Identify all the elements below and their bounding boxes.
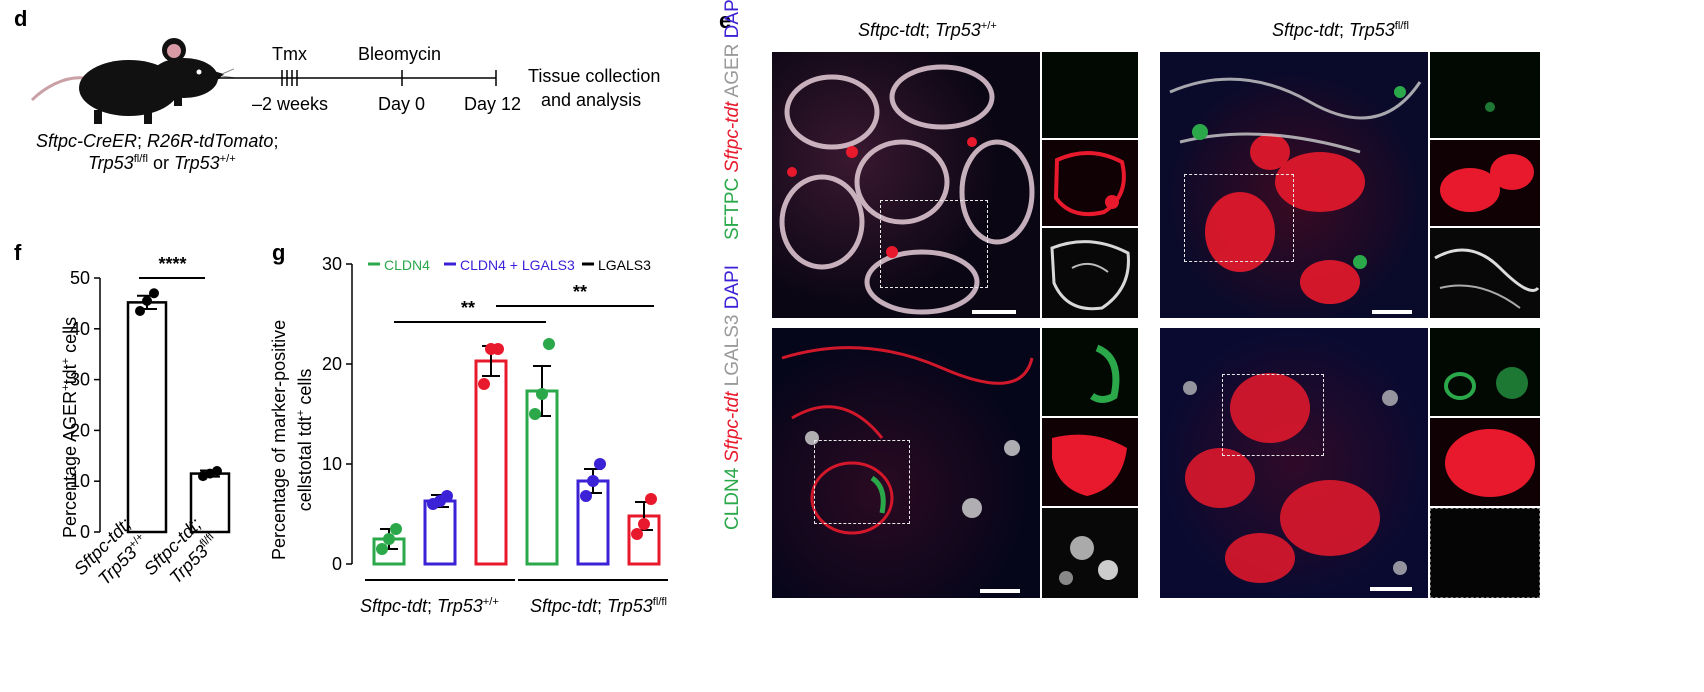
- inset-ko-tdt-2: [1430, 418, 1540, 506]
- panel-g-ylabel: Percentage of marker-positive cellstotal…: [269, 319, 315, 560]
- scale-bar: [980, 589, 1020, 593]
- data-point: [478, 378, 490, 390]
- panel-f-label: f: [14, 240, 22, 265]
- data-point: [587, 475, 599, 487]
- chart-f: 0 10 20 30 40 50 ****: [70, 254, 231, 542]
- zoom-box: [814, 440, 910, 524]
- data-point: [212, 466, 222, 477]
- weeks-label: –2 weeks: [252, 94, 329, 114]
- panel-g-group2-label: Sftpc-tdt; Trp53fl/fl: [530, 596, 667, 616]
- panel-e-row2-label: CLDN4 Sftpc-tdt LGALS3 DAPI: [722, 264, 743, 530]
- data-point: [580, 490, 592, 502]
- micrograph-ko-cldn4-lgals3: [1160, 328, 1428, 598]
- inset-wt-sftpc: [1042, 52, 1138, 138]
- y-tick-label: 30: [322, 254, 342, 274]
- data-point: [543, 338, 555, 350]
- y-tick-label: 40: [70, 319, 90, 339]
- scale-bar: [1372, 310, 1412, 314]
- y-tick-label: 0: [332, 554, 342, 574]
- data-point: [376, 543, 388, 555]
- data-point: [645, 493, 657, 505]
- zoom-box: [1222, 374, 1324, 456]
- data-point: [390, 523, 402, 535]
- inset-ko-sftpc: [1430, 52, 1540, 138]
- inset-wt-lgals3: [1042, 508, 1138, 598]
- panel-e-row1-label: SFTPC Sftpc-tdt AGER DAPI: [722, 0, 743, 240]
- tissue-label-line2: and analysis: [541, 90, 642, 110]
- mouse-illustration: [30, 38, 234, 124]
- bar: [126, 301, 168, 534]
- panel-e-col1-title: Sftpc-tdt; Trp53+/+: [858, 20, 997, 40]
- y-tick-label: 20: [70, 420, 90, 440]
- y-tick-label: 50: [70, 268, 90, 288]
- genotype-line2: Trp53fl/fl or Trp53+/+: [88, 153, 236, 173]
- data-point: [441, 490, 453, 502]
- day0-label: Day 0: [378, 94, 426, 114]
- inset-ko-tdt: [1430, 140, 1540, 226]
- chart-g: 0 10 20 30 CLDN4 CLDN4 + LGALS3 LGALS3 ** **: [322, 254, 668, 581]
- scale-bar: [972, 310, 1016, 314]
- bar: [525, 389, 559, 566]
- panel-g-label: g: [272, 240, 286, 265]
- panel-e-label: e: [719, 8, 732, 33]
- y-tick-label: 10: [322, 454, 342, 474]
- micrograph-wt-cldn4-lgals3: [772, 328, 1040, 598]
- data-point: [536, 388, 548, 400]
- genotype-line1: Sftpc-CreER; R26R-tdTomato;: [36, 131, 279, 151]
- tissue-label-line1: Tissue collection: [528, 66, 661, 86]
- bar: [189, 472, 231, 534]
- inset-wt-tdt-2: [1042, 418, 1138, 506]
- bleomycin-label: Bleomycin: [358, 44, 442, 64]
- bar: [474, 359, 508, 566]
- inset-wt-tdt: [1042, 140, 1138, 226]
- inset-ko-cldn4: [1430, 328, 1540, 416]
- significance-label: **: [461, 298, 475, 318]
- panel-e-col2-title: Sftpc-tdt; Trp53fl/fl: [1272, 20, 1409, 40]
- significance-label: ****: [158, 254, 186, 274]
- zoom-box: [1184, 174, 1294, 262]
- micrograph-ko-sftpc-ager: [1160, 52, 1428, 318]
- y-tick-label: 0: [80, 522, 90, 542]
- day12-label: Day 12: [464, 94, 522, 114]
- zoom-box: [880, 200, 988, 288]
- inset-wt-ager: [1042, 228, 1138, 318]
- tmx-label: Tmx: [272, 44, 307, 64]
- panel-d-label: d: [14, 6, 28, 31]
- legend-label: LGALS3: [598, 257, 651, 273]
- inset-wt-cldn4: [1042, 328, 1138, 416]
- y-tick-label: 30: [70, 370, 90, 390]
- data-point: [383, 533, 395, 545]
- scale-bar: [1370, 587, 1412, 591]
- timeline: [218, 70, 497, 86]
- data-point: [492, 343, 504, 355]
- inset-ko-lgals3: [1430, 508, 1540, 598]
- data-point: [135, 306, 145, 317]
- data-point: [631, 528, 643, 540]
- legend-label: CLDN4 + LGALS3: [460, 257, 575, 273]
- micrograph-wt-sftpc-ager: [772, 52, 1040, 318]
- data-point: [529, 408, 541, 420]
- data-point: [638, 518, 650, 530]
- data-point: [142, 295, 152, 306]
- inset-ko-ager: [1430, 228, 1540, 318]
- legend-label: CLDN4: [384, 257, 430, 273]
- bar: [423, 499, 457, 566]
- panel-g-group1-label: Sftpc-tdt; Trp53+/+: [360, 596, 499, 616]
- data-point: [594, 458, 606, 470]
- y-tick-label: 20: [322, 354, 342, 374]
- data-point: [149, 288, 159, 299]
- significance-label: **: [573, 282, 587, 302]
- y-tick-label: 10: [70, 471, 90, 491]
